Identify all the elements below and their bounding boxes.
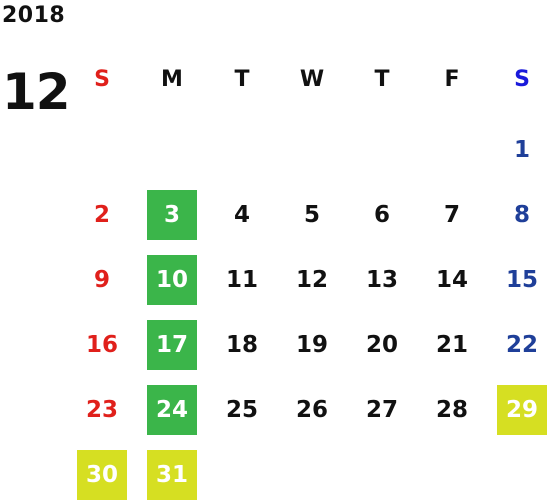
day-cell[interactable]: 9 xyxy=(93,267,110,293)
month-label: 12 xyxy=(2,63,71,121)
day-cell[interactable]: 11 xyxy=(225,267,258,293)
day-cell[interactable]: 7 xyxy=(443,202,460,228)
day-cell[interactable]: 20 xyxy=(365,332,398,358)
weekday-label: T xyxy=(234,67,250,92)
day-cell[interactable]: 21 xyxy=(435,332,468,358)
day-cell[interactable]: 15 xyxy=(505,267,538,293)
day-cell[interactable]: 10 xyxy=(147,255,197,305)
day-cell[interactable]: 26 xyxy=(295,397,328,423)
day-cell[interactable]: 24 xyxy=(147,385,197,435)
day-cell[interactable]: 23 xyxy=(85,397,118,423)
day-cell[interactable]: 3 xyxy=(147,190,197,240)
day-cell[interactable]: 19 xyxy=(295,332,328,358)
day-cell[interactable]: 22 xyxy=(505,332,538,358)
day-cell[interactable]: 27 xyxy=(365,397,398,423)
day-cell[interactable]: 31 xyxy=(147,450,197,500)
weekday-label: S xyxy=(94,67,110,92)
weekday-label: S xyxy=(514,67,530,92)
day-cell[interactable]: 30 xyxy=(77,450,127,500)
day-cell[interactable]: 5 xyxy=(303,202,320,228)
day-cell[interactable]: 8 xyxy=(513,202,530,228)
day-cell[interactable]: 18 xyxy=(225,332,258,358)
day-cell[interactable]: 17 xyxy=(147,320,197,370)
day-cell[interactable]: 25 xyxy=(225,397,258,423)
day-cell[interactable]: 1 xyxy=(513,137,530,163)
day-cell[interactable]: 28 xyxy=(435,397,468,423)
day-cell[interactable]: 13 xyxy=(365,267,398,293)
year-label: 2018 xyxy=(2,3,66,28)
day-cell[interactable]: 12 xyxy=(295,267,328,293)
weekday-label: F xyxy=(444,67,460,92)
day-cell[interactable]: 16 xyxy=(85,332,118,358)
day-cell[interactable]: 29 xyxy=(497,385,547,435)
day-cell[interactable]: 4 xyxy=(233,202,250,228)
weekday-label: T xyxy=(374,67,390,92)
day-cell[interactable]: 6 xyxy=(373,202,390,228)
weekday-label: M xyxy=(161,67,183,92)
day-cell[interactable]: 14 xyxy=(435,267,468,293)
weekday-label: W xyxy=(299,67,325,92)
day-cell[interactable]: 2 xyxy=(93,202,110,228)
